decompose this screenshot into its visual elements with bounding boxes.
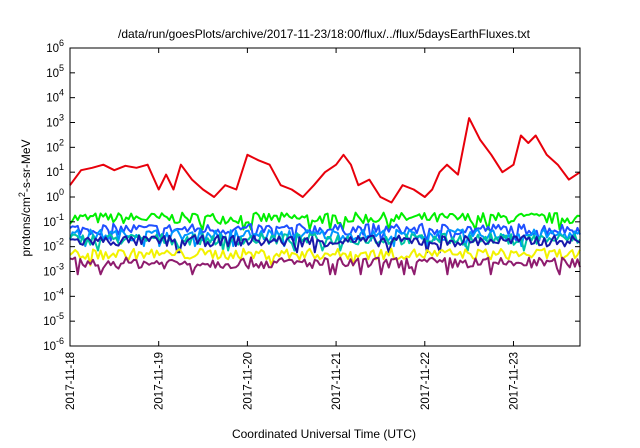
x-axis-label: Coordinated Universal Time (UTC) bbox=[232, 427, 416, 441]
y-tick-label-1: 10-5 bbox=[43, 311, 64, 328]
y-tick-label-exp: 3 bbox=[59, 113, 64, 123]
y-tick-label-exp: -5 bbox=[56, 311, 64, 321]
y-tick-label-base: 10 bbox=[43, 242, 56, 254]
y-tick-label-exp: -1 bbox=[56, 212, 64, 222]
y-tick-label-base: 10 bbox=[43, 341, 56, 353]
y-tick-label-exp: -3 bbox=[56, 262, 64, 272]
y-tick-label-base: 10 bbox=[46, 167, 59, 179]
y-tick-label-exp: -4 bbox=[56, 286, 64, 296]
series-line-6 bbox=[69, 247, 581, 267]
x-tick-label-1: 2017-11-19 bbox=[154, 352, 166, 410]
x-tick-label-0: 2017-11-18 bbox=[65, 352, 77, 410]
y-tick-label-exp: 0 bbox=[59, 187, 64, 197]
y-tick-label-base: 10 bbox=[46, 142, 59, 154]
y-axis-label-rest: -s-sr-MeV bbox=[19, 139, 33, 192]
y-tick-label-base: 10 bbox=[46, 43, 59, 55]
x-axis: 2017-11-18 2017-11-19 2017-11-20 2017-11-21… bbox=[65, 48, 520, 410]
x-tick-label-2: 2017-11-20 bbox=[242, 352, 254, 410]
plot-frame bbox=[69, 47, 581, 347]
y-tick-label-exp: 5 bbox=[59, 63, 64, 73]
y-tick-label-0: 10-6 bbox=[43, 336, 64, 353]
y-tick-label-11: 105 bbox=[46, 63, 64, 80]
y-tick-label-9: 103 bbox=[46, 113, 64, 130]
x-tick-label-5: 2017-11-23 bbox=[508, 352, 520, 410]
y-tick-label-exp: 4 bbox=[59, 88, 64, 98]
y-tick-label-exp: -6 bbox=[56, 336, 64, 346]
y-tick-label-base: 10 bbox=[43, 316, 56, 328]
series-line-7 bbox=[69, 256, 581, 276]
plot-series bbox=[69, 117, 581, 276]
y-tick-label-base: 10 bbox=[43, 267, 56, 279]
y-tick-label-12: 106 bbox=[46, 38, 64, 55]
y-tick-label-base: 10 bbox=[43, 217, 56, 229]
y-tick-label-base: 10 bbox=[46, 68, 59, 80]
x-tick-label-3: 2017-11-21 bbox=[331, 352, 343, 410]
y-tick-label-exp: 6 bbox=[59, 38, 64, 48]
y-tick-label-7: 101 bbox=[46, 162, 64, 179]
y-tick-label-3: 10-3 bbox=[43, 262, 64, 279]
y-axis: 10-610-510-410-310-210-11001011021031041… bbox=[43, 38, 580, 353]
x-tick-label-4: 2017-11-22 bbox=[420, 352, 432, 410]
y-tick-label-exp: 1 bbox=[59, 162, 64, 172]
y-tick-label-10: 104 bbox=[46, 88, 64, 105]
y-tick-label-base: 10 bbox=[43, 291, 56, 303]
chart-title: /data/run/goesPlots/archive/2017-11-23/1… bbox=[118, 27, 531, 41]
y-axis-label-base: protons/cm bbox=[19, 197, 33, 256]
y-tick-label-6: 100 bbox=[46, 187, 64, 204]
y-tick-label-5: 10-1 bbox=[43, 212, 64, 229]
y-axis-label: protons/cm2-s-sr-MeV bbox=[17, 139, 33, 256]
y-tick-label-base: 10 bbox=[46, 118, 59, 130]
y-tick-label-base: 10 bbox=[46, 192, 59, 204]
y-tick-label-exp: -2 bbox=[56, 237, 64, 247]
y-tick-label-2: 10-4 bbox=[43, 286, 64, 303]
y-tick-label-8: 102 bbox=[46, 137, 64, 154]
series-line-3 bbox=[69, 228, 581, 248]
series-line-5 bbox=[69, 234, 581, 254]
y-axis-label-sup: 2 bbox=[17, 192, 27, 197]
series-line-1 bbox=[69, 211, 581, 231]
series-line-0 bbox=[69, 117, 581, 204]
y-tick-label-4: 10-2 bbox=[43, 237, 64, 254]
series-line-2 bbox=[69, 222, 581, 242]
y-tick-label-exp: 2 bbox=[59, 137, 64, 147]
y-tick-label-base: 10 bbox=[46, 93, 59, 105]
